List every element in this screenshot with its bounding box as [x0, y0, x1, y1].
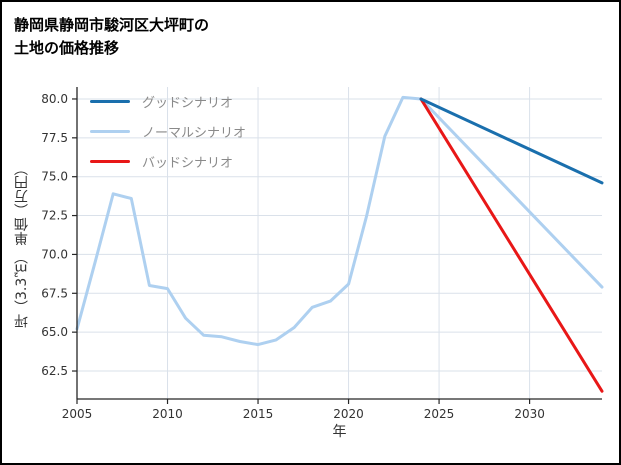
- x-tick-label: 2025: [424, 407, 455, 421]
- y-tick-label: 65.0: [41, 325, 68, 339]
- chart-title: 静岡県静岡市駿河区大坪町の 土地の価格推移: [14, 14, 209, 59]
- series-line-bad-scenario: [419, 97, 604, 393]
- x-tick-label: 2015: [243, 407, 274, 421]
- series-line-good-scenario: [419, 97, 604, 185]
- y-tick-label: 75.0: [41, 170, 68, 184]
- y-tick-label: 77.5: [41, 131, 68, 145]
- chart-title-line1: 静岡県静岡市駿河区大坪町の: [14, 16, 210, 34]
- legend-item-normal-scenario: ノーマルシナリオ: [90, 122, 246, 141]
- x-tick-label: 2020: [333, 407, 364, 421]
- chart-legend: グッドシナリオ ノーマルシナリオ バッドシナリオ: [90, 92, 246, 182]
- series-line-history: [75, 95, 423, 347]
- legend-label-good: グッドシナリオ: [142, 96, 234, 111]
- y-tick-label: 72.5: [41, 209, 68, 223]
- x-axis-label: 年: [332, 424, 347, 440]
- legend-swatch-good: [90, 100, 130, 103]
- legend-item-good-scenario: グッドシナリオ: [90, 92, 246, 111]
- legend-swatch-normal: [90, 130, 130, 133]
- legend-label-bad: バッドシナリオ: [142, 156, 234, 171]
- y-tick-label: 70.0: [41, 247, 68, 261]
- y-tick-label: 67.5: [41, 286, 68, 300]
- legend-swatch-bad: [90, 160, 130, 163]
- y-tick-label: 62.5: [41, 364, 68, 378]
- y-tick-label: 80.0: [41, 92, 68, 106]
- x-tick-label: 2030: [514, 407, 545, 421]
- x-tick-label: 2010: [152, 407, 183, 421]
- legend-item-bad-scenario: バッドシナリオ: [90, 152, 246, 171]
- y-axis-label: 坪（3.3㎡） 単価（万円）: [14, 161, 30, 328]
- chart-title-line2: 土地の価格推移: [14, 38, 120, 57]
- x-tick-label: 2005: [62, 407, 93, 421]
- series-line-normal-scenario: [419, 97, 604, 289]
- legend-label-normal: ノーマルシナリオ: [142, 126, 247, 141]
